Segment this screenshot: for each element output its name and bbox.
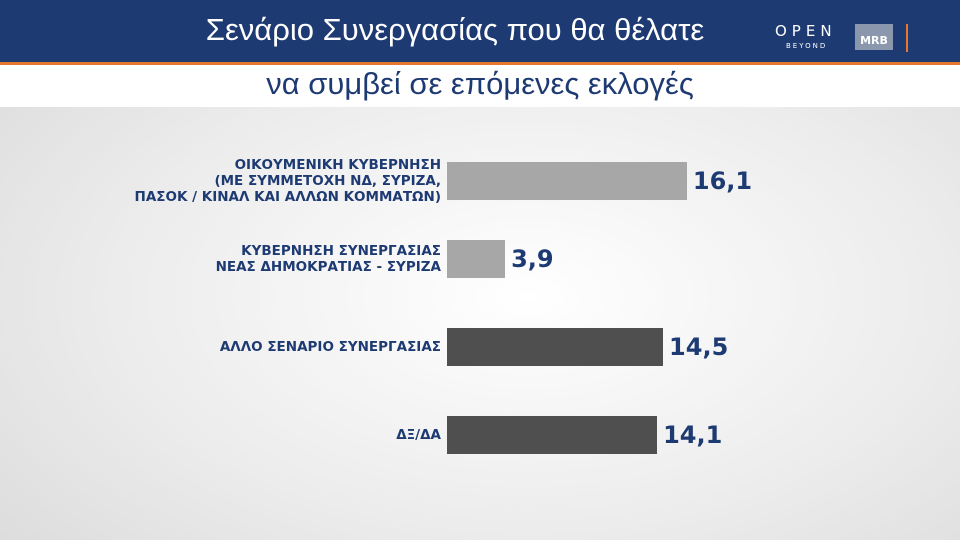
bar [447,240,506,278]
value-label: 14,1 [663,421,723,449]
category-label: ΔΞ/ΔΑ [396,427,441,443]
logo-separator [906,24,908,52]
subtitle: να συμβεί σε επόμενες εκλογές [266,66,694,101]
header-rule [0,62,960,65]
logo-mrb: MRB [855,24,893,50]
subtitle-band [0,65,960,107]
logo-open: OPEN [775,22,837,40]
category-label: ΚΥΒΕΡΝΗΣΗ ΣΥΝΕΡΓΑΣΙΑΣ ΝΕΑΣ ΔΗΜΟΚΡΑΤΙΑΣ -… [215,243,441,275]
value-label: 14,5 [669,333,729,361]
category-label: ΟΙΚΟΥΜΕΝΙΚΗ ΚΥΒΕΡΝΗΣΗ (ΜΕ ΣΥΜΜΕΤΟΧΗ ΝΔ, … [134,157,441,205]
bar [447,328,664,366]
value-label: 16,1 [692,167,753,195]
logo-beyond: BEYOND [786,42,828,50]
value-label: 3,9 [511,245,554,273]
bar [447,416,658,454]
title: Σενάριο Συνεργασίας που θα θέλατε [205,12,705,47]
header-band [0,0,960,62]
category-label: ΑΛΛΟ ΣΕΝΑΡΙΟ ΣΥΝΕΡΓΑΣΙΑΣ [219,339,441,355]
bar [447,162,687,200]
